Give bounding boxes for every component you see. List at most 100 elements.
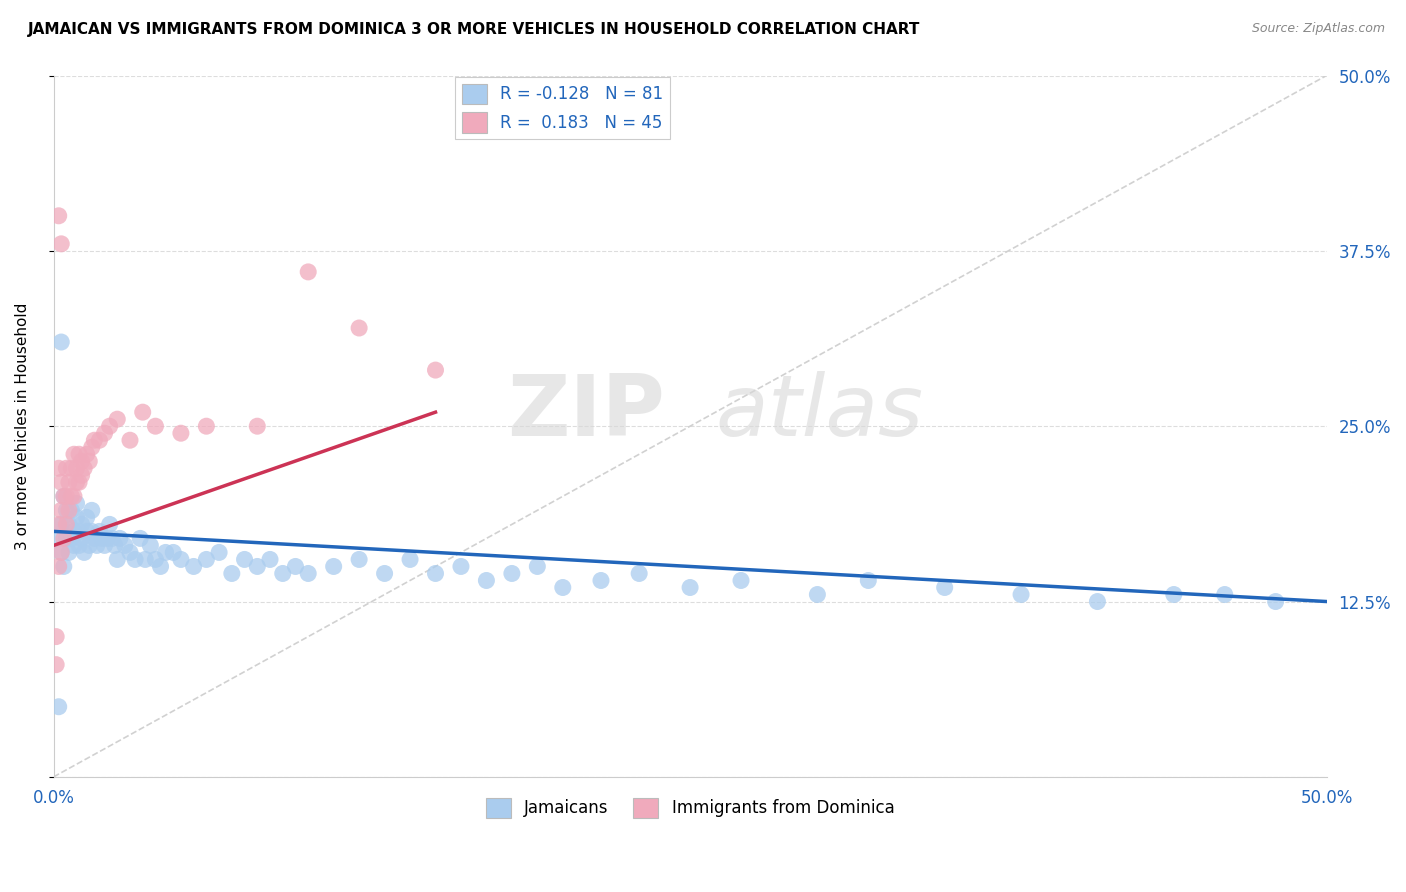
- Point: [628, 566, 651, 581]
- Point: [98, 517, 121, 532]
- Point: [284, 559, 307, 574]
- Point: [271, 566, 294, 581]
- Point: [60, 503, 83, 517]
- Point: [48, 559, 70, 574]
- Point: [589, 574, 612, 588]
- Point: [76, 510, 98, 524]
- Point: [52, 532, 75, 546]
- Point: [51, 545, 73, 559]
- Point: [162, 545, 184, 559]
- Point: [67, 475, 90, 490]
- Point: [65, 496, 87, 510]
- Text: JAMAICAN VS IMMIGRANTS FROM DOMINICA 3 OR MORE VEHICLES IN HOUSEHOLD CORRELATION: JAMAICAN VS IMMIGRANTS FROM DOMINICA 3 O…: [28, 22, 921, 37]
- Point: [77, 538, 100, 552]
- Point: [48, 699, 70, 714]
- Point: [55, 503, 77, 517]
- Point: [1213, 587, 1236, 601]
- Point: [67, 447, 90, 461]
- Point: [70, 517, 93, 532]
- Point: [475, 574, 498, 588]
- Point: [48, 517, 70, 532]
- Point: [246, 419, 269, 434]
- Point: [58, 475, 80, 490]
- Point: [322, 559, 344, 574]
- Point: [145, 552, 167, 566]
- Point: [55, 489, 77, 503]
- Point: [55, 461, 77, 475]
- Point: [155, 545, 177, 559]
- Y-axis label: 3 or more Vehicles in Household: 3 or more Vehicles in Household: [15, 302, 30, 549]
- Point: [183, 559, 205, 574]
- Point: [96, 532, 118, 546]
- Point: [105, 552, 128, 566]
- Point: [297, 265, 319, 279]
- Point: [93, 426, 115, 441]
- Point: [65, 510, 87, 524]
- Point: [60, 532, 83, 546]
- Point: [425, 566, 447, 581]
- Point: [114, 538, 136, 552]
- Point: [76, 524, 98, 539]
- Point: [105, 412, 128, 426]
- Point: [80, 524, 103, 539]
- Point: [67, 524, 90, 539]
- Point: [51, 236, 73, 251]
- Point: [134, 552, 156, 566]
- Point: [48, 461, 70, 475]
- Point: [80, 503, 103, 517]
- Point: [399, 552, 422, 566]
- Point: [63, 538, 86, 552]
- Point: [45, 532, 67, 546]
- Point: [51, 545, 73, 559]
- Point: [139, 538, 162, 552]
- Point: [65, 475, 87, 490]
- Point: [51, 334, 73, 349]
- Point: [221, 566, 243, 581]
- Point: [297, 566, 319, 581]
- Point: [51, 517, 73, 532]
- Point: [63, 489, 86, 503]
- Point: [246, 559, 269, 574]
- Point: [149, 559, 172, 574]
- Text: atlas: atlas: [716, 371, 924, 454]
- Point: [67, 538, 90, 552]
- Point: [77, 454, 100, 468]
- Point: [259, 552, 281, 566]
- Point: [45, 630, 67, 644]
- Point: [118, 434, 141, 448]
- Point: [170, 426, 193, 441]
- Point: [101, 532, 124, 546]
- Point: [118, 545, 141, 559]
- Point: [52, 489, 75, 503]
- Point: [730, 574, 752, 588]
- Point: [60, 489, 83, 503]
- Point: [195, 419, 218, 434]
- Point: [450, 559, 472, 574]
- Point: [679, 581, 702, 595]
- Point: [145, 419, 167, 434]
- Point: [347, 321, 370, 335]
- Point: [58, 517, 80, 532]
- Point: [806, 587, 828, 601]
- Point: [70, 532, 93, 546]
- Point: [132, 405, 155, 419]
- Point: [76, 447, 98, 461]
- Point: [91, 532, 114, 546]
- Point: [170, 552, 193, 566]
- Point: [60, 461, 83, 475]
- Point: [73, 461, 96, 475]
- Text: ZIP: ZIP: [508, 371, 665, 454]
- Point: [501, 566, 523, 581]
- Point: [374, 566, 396, 581]
- Point: [51, 475, 73, 490]
- Point: [58, 503, 80, 517]
- Point: [52, 559, 75, 574]
- Point: [858, 574, 880, 588]
- Point: [1010, 587, 1032, 601]
- Point: [98, 419, 121, 434]
- Point: [551, 581, 574, 595]
- Point: [73, 545, 96, 559]
- Point: [65, 461, 87, 475]
- Point: [70, 468, 93, 483]
- Point: [129, 532, 152, 546]
